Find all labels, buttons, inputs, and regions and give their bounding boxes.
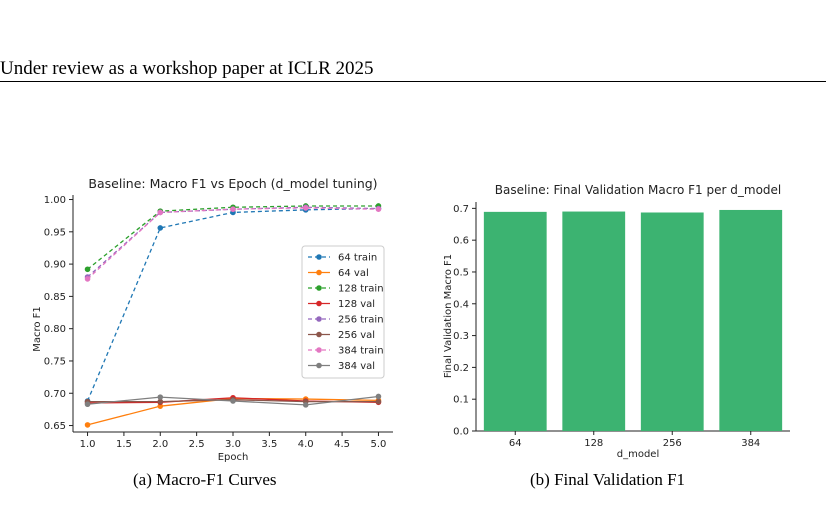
legend-label-256-val: 256 val (338, 330, 375, 341)
chart-a-x-tick-label: 4.0 (298, 439, 314, 450)
series-point-384-train (230, 206, 236, 213)
chart-b-y-tick-label: 0.0 (453, 427, 469, 438)
legend-label-384-val: 384 val (338, 361, 375, 372)
series-point-384-val (157, 394, 164, 400)
legend-label-64-val: 64 val (338, 268, 369, 279)
chart-a-x-tick-label: 2.0 (152, 439, 168, 450)
legend-marker-64-train (316, 254, 322, 260)
chart-b-xlabel: d_model (617, 449, 660, 460)
chart-a-y-tick-label: 0.75 (44, 356, 66, 367)
bar-256 (640, 212, 704, 431)
caption-b: (b) Final Validation F1 (530, 470, 686, 489)
series-point-384-val (84, 401, 91, 408)
chart-a-xlabel: Epoch (218, 452, 249, 463)
series-point-64-val (84, 422, 91, 428)
chart-b-title: Baseline: Final Validation Macro F1 per … (495, 183, 782, 197)
chart-a-x-tick-label: 1.0 (80, 439, 96, 450)
caption-a: (a) Macro-F1 Curves (133, 470, 277, 489)
legend-label-128-val: 128 val (338, 299, 375, 310)
legend-label-128-train: 128 train (338, 284, 384, 295)
chart-a-y-tick-label: 0.90 (44, 260, 66, 271)
legend-label-256-train: 256 train (338, 315, 384, 326)
series-point-384-train (302, 205, 309, 211)
series-point-384-train (157, 209, 164, 216)
chart-a-x-tick-label: 2.5 (189, 439, 205, 450)
chart-b-y-tick-label: 0.6 (453, 236, 469, 247)
chart-b-ylabel: Final Validation Macro F1 (443, 254, 454, 378)
series-point-384-val (375, 393, 382, 400)
bar-384 (719, 209, 783, 431)
chart-b-x-tick-label: 384 (741, 438, 760, 449)
chart-b-y-tick-label: 0.3 (453, 331, 469, 342)
chart-b-x-tick-label: 256 (663, 438, 682, 449)
series-point-384-val (230, 398, 236, 404)
series-point-64-train (157, 225, 164, 231)
series-point-128-train (84, 266, 91, 273)
legend-marker-128-val (316, 300, 322, 307)
legend-marker-256-train (316, 316, 322, 322)
legend-marker-256-val (316, 331, 322, 338)
chart-b-y-tick-label: 0.2 (453, 363, 469, 374)
series-point-384-train (375, 206, 382, 213)
chart-b-x-tick-label: 128 (584, 438, 603, 449)
paper-header: Under review as a workshop paper at ICLR… (0, 58, 374, 79)
bar-128 (562, 211, 626, 431)
chart-a-x-tick-label: 1.5 (116, 439, 132, 450)
legend-label-384-train: 384 train (338, 346, 384, 357)
chart-a-x-tick-label: 3.5 (261, 439, 277, 450)
chart-a-title: Baseline: Macro F1 vs Epoch (d_model tun… (88, 176, 377, 191)
chart-a-x-tick-label: 4.5 (334, 439, 350, 450)
legend-label-64-train: 64 train (338, 253, 377, 264)
legend-marker-64-val (316, 269, 322, 276)
chart-b-y-tick-label: 0.5 (453, 267, 469, 278)
chart-b-x-tick-label: 64 (509, 438, 522, 449)
chart-a-x-tick-label: 3.0 (225, 439, 241, 450)
header-rule (0, 81, 826, 82)
series-point-64-val (157, 403, 164, 409)
chart-b-y-tick-label: 0.4 (453, 299, 469, 310)
series-point-256-val (375, 398, 382, 405)
chart-a-y-tick-label: 1.00 (44, 195, 66, 206)
legend-marker-384-val (316, 362, 322, 369)
series-point-384-val (302, 402, 309, 408)
final-val-f1-bar-chart: Baseline: Final Validation Macro F1 per … (443, 183, 790, 460)
macro-f1-line-chart: Baseline: Macro F1 vs Epoch (d_model tun… (32, 176, 393, 463)
series-point-256-val (157, 398, 164, 405)
chart-a-legend-box (301, 245, 385, 379)
chart-a-y-tick-label: 0.95 (44, 227, 66, 238)
chart-b-y-tick-label: 0.1 (453, 395, 469, 406)
series-point-384-train (84, 276, 91, 282)
bar-64 (483, 211, 547, 431)
chart-a-y-tick-label: 0.70 (44, 389, 66, 400)
chart-a-y-tick-label: 0.80 (44, 324, 66, 335)
chart-a-x-tick-label: 5.0 (371, 439, 387, 450)
chart-b-y-tick-label: 0.7 (453, 204, 469, 215)
legend-marker-128-train (316, 285, 322, 291)
chart-a-y-tick-label: 0.85 (44, 292, 66, 303)
chart-a-ylabel: Macro F1 (32, 306, 43, 352)
chart-a-y-tick-label: 0.65 (44, 421, 66, 432)
legend-marker-384-train (316, 347, 322, 353)
series-line-128-train (87, 205, 379, 270)
